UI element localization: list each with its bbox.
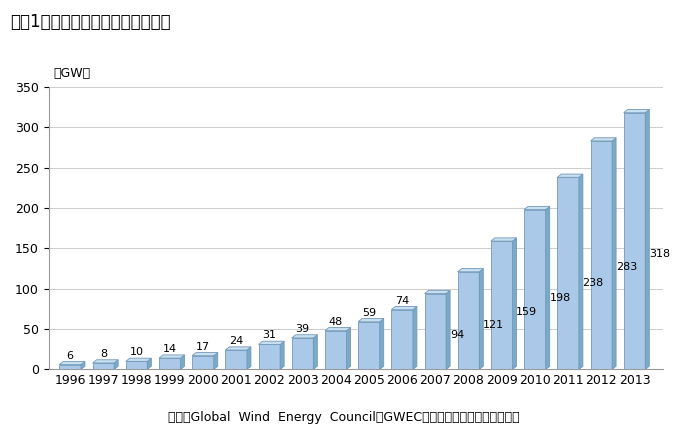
Polygon shape bbox=[126, 358, 151, 361]
Text: 318: 318 bbox=[649, 249, 670, 259]
Text: 48: 48 bbox=[328, 317, 343, 327]
Text: 238: 238 bbox=[583, 278, 604, 288]
Polygon shape bbox=[114, 360, 118, 369]
Polygon shape bbox=[413, 306, 417, 369]
Bar bbox=[358, 322, 380, 369]
Bar bbox=[491, 241, 513, 369]
Text: 59: 59 bbox=[362, 308, 376, 318]
Bar bbox=[59, 365, 81, 369]
Text: 198: 198 bbox=[550, 292, 571, 303]
Bar bbox=[425, 294, 446, 369]
Polygon shape bbox=[181, 355, 185, 369]
Bar bbox=[325, 331, 346, 369]
Text: 17: 17 bbox=[196, 342, 210, 352]
Text: 121: 121 bbox=[483, 321, 504, 330]
Bar bbox=[192, 356, 214, 369]
Text: 39: 39 bbox=[295, 324, 310, 334]
Polygon shape bbox=[545, 206, 550, 369]
Bar bbox=[126, 361, 147, 369]
Bar bbox=[392, 310, 413, 369]
Polygon shape bbox=[591, 138, 616, 141]
Polygon shape bbox=[446, 290, 450, 369]
Polygon shape bbox=[524, 206, 550, 210]
Polygon shape bbox=[425, 290, 450, 294]
Polygon shape bbox=[214, 353, 218, 369]
Polygon shape bbox=[380, 318, 384, 369]
Polygon shape bbox=[59, 361, 85, 365]
Text: 10: 10 bbox=[130, 348, 144, 357]
Polygon shape bbox=[480, 268, 483, 369]
Polygon shape bbox=[93, 360, 118, 363]
Polygon shape bbox=[358, 318, 384, 322]
Bar bbox=[225, 350, 247, 369]
Bar bbox=[458, 272, 480, 369]
Text: 8: 8 bbox=[100, 349, 107, 359]
Polygon shape bbox=[192, 353, 218, 356]
Text: 283: 283 bbox=[616, 262, 637, 272]
Polygon shape bbox=[147, 358, 151, 369]
Bar bbox=[624, 113, 645, 369]
Polygon shape bbox=[225, 347, 251, 350]
Polygon shape bbox=[645, 110, 649, 369]
Text: 94: 94 bbox=[450, 330, 464, 340]
Bar bbox=[524, 210, 545, 369]
Bar bbox=[591, 141, 612, 369]
Polygon shape bbox=[247, 347, 251, 369]
Polygon shape bbox=[313, 335, 317, 369]
Bar bbox=[93, 363, 114, 369]
Polygon shape bbox=[81, 361, 85, 369]
Polygon shape bbox=[159, 355, 185, 358]
Text: 74: 74 bbox=[395, 296, 409, 306]
Text: 159: 159 bbox=[516, 307, 537, 317]
Polygon shape bbox=[579, 174, 583, 369]
Bar bbox=[159, 358, 181, 369]
Polygon shape bbox=[280, 341, 284, 369]
Text: 図表1　世界の風力発電設備導入量: 図表1 世界の風力発電設備導入量 bbox=[10, 13, 171, 31]
Polygon shape bbox=[513, 238, 517, 369]
Polygon shape bbox=[346, 327, 350, 369]
Polygon shape bbox=[612, 138, 616, 369]
Bar bbox=[557, 177, 579, 369]
Polygon shape bbox=[325, 327, 350, 331]
Polygon shape bbox=[392, 306, 417, 310]
Text: （GW）: （GW） bbox=[54, 68, 91, 80]
Polygon shape bbox=[557, 174, 583, 177]
Text: 出所：Global  Wind  Energy  Council（GWEC）公表資料より大和総研作成: 出所：Global Wind Energy Council（GWEC）公表資料よ… bbox=[168, 411, 519, 424]
Text: 14: 14 bbox=[163, 344, 177, 354]
Polygon shape bbox=[258, 341, 284, 345]
Bar bbox=[292, 338, 313, 369]
Polygon shape bbox=[292, 335, 317, 338]
Text: 6: 6 bbox=[67, 351, 74, 360]
Polygon shape bbox=[491, 238, 517, 241]
Polygon shape bbox=[458, 268, 483, 272]
Polygon shape bbox=[624, 110, 649, 113]
Bar bbox=[258, 345, 280, 369]
Text: 24: 24 bbox=[229, 336, 243, 346]
Text: 31: 31 bbox=[262, 330, 276, 340]
